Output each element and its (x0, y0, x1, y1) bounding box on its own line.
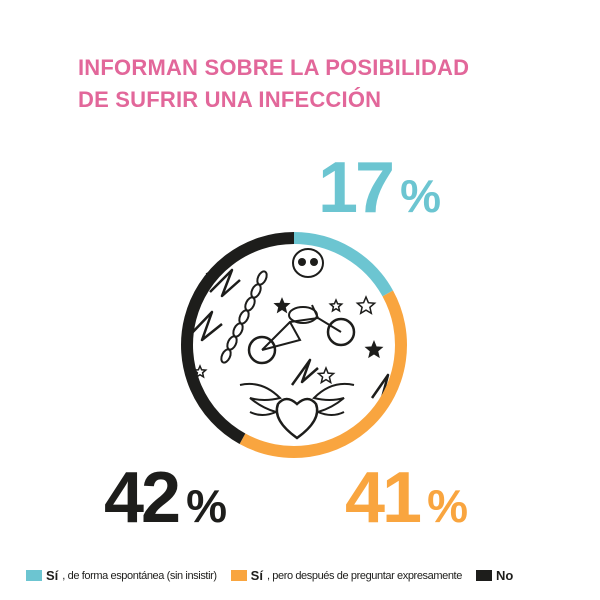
legend-label-bold: Sí (250, 568, 263, 583)
donut-segment-after-asking (239, 290, 407, 458)
data-label-after-asking: 41% (345, 458, 468, 538)
illustration-disk (193, 244, 395, 446)
star-icon (364, 340, 384, 359)
donut-segment-no (181, 232, 295, 445)
lightning-bolt-icon (209, 268, 241, 298)
lightning-bolt-icon (290, 358, 319, 386)
motorcycle-tank-icon (288, 306, 318, 324)
legend-label-bold: No (495, 568, 514, 583)
legend-swatch-dark (475, 570, 492, 581)
chart-legend: Sí, de forma espontánea (sin insistir) S… (26, 568, 513, 583)
donut-ring (181, 232, 407, 458)
star-icon (355, 295, 377, 315)
legend-swatch-orange (230, 570, 247, 581)
chart-title: INFORMAN SOBRE LA POSIBILIDAD DE SUFRIR … (78, 52, 469, 116)
data-label-no: 42% (104, 458, 227, 538)
chain-link-icon (220, 348, 232, 364)
data-label-value: 17 (318, 148, 392, 228)
right-wing-icon (312, 382, 355, 416)
legend-item-after-asking: Sí, pero después de preguntar expresamen… (230, 568, 462, 583)
legend-label-text: , pero después de preguntar expresamente (266, 569, 462, 582)
motorcycle-wheel-icon (247, 335, 277, 365)
skull-icon (292, 248, 324, 278)
left-wing-icon (239, 382, 282, 416)
heart-icon (275, 397, 319, 440)
star-icon (328, 298, 344, 313)
star-icon (273, 297, 291, 314)
data-label-value: 42 (104, 458, 179, 538)
data-label-unit: % (186, 480, 227, 532)
legend-item-no: No (475, 568, 514, 583)
lightning-bolt-icon (189, 310, 223, 342)
data-labels: 17 %41 %42% (104, 148, 468, 538)
data-label-unit: % (427, 480, 468, 532)
chart-title-line-2: DE SUFRIR UNA INFECCIÓN (78, 87, 382, 112)
motorcycle-wheel-icon (326, 317, 356, 347)
data-label-spontaneous: 17% (318, 148, 441, 228)
data-label-value: 41 (345, 458, 421, 538)
donut-chart: 17 %41 %42% (104, 148, 468, 538)
data-label-unit: % (400, 170, 441, 222)
legend-label-bold: Sí (46, 568, 59, 583)
biker-tattoo-illustration (189, 244, 396, 446)
star-icon (316, 366, 336, 385)
legend-label-text: , de forma espontánea (sin insistir) (62, 569, 217, 582)
chart-title-line-1: INFORMAN SOBRE LA POSIBILIDAD (78, 55, 470, 80)
legend-item-spontaneous: Sí, de forma espontánea (sin insistir) (26, 568, 217, 583)
legend-swatch-cyan (26, 570, 42, 581)
skull-eye-icon (310, 258, 318, 266)
donut-segment-spontaneous (293, 232, 394, 297)
skull-eye-icon (298, 258, 306, 266)
